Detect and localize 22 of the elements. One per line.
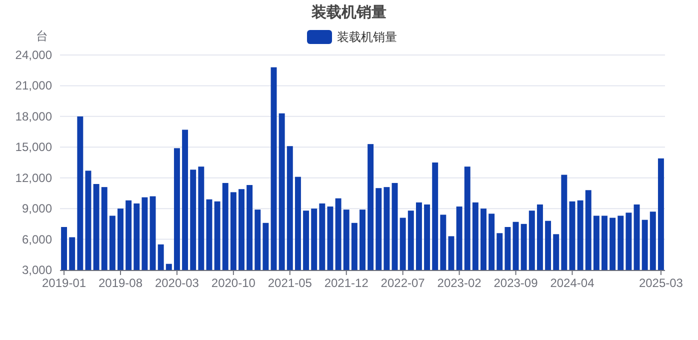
x-tick-label: 2022-07: [380, 276, 426, 290]
y-tick-label: 15,000: [15, 140, 52, 154]
y-tick-label: 6,000: [22, 232, 52, 246]
y-tick-label: 3,000: [22, 263, 52, 277]
x-tick-label: 2025-03: [638, 276, 684, 290]
y-tick-label: 9,000: [22, 202, 52, 216]
x-tick-label: 2021-05: [268, 276, 312, 290]
y-tick-label: 18,000: [15, 109, 52, 124]
x-tick-label: 2023-02: [437, 276, 482, 290]
x-tick-label: 2023-09: [494, 276, 538, 290]
legend-label: 装载机销量: [337, 30, 397, 44]
x-tick-label: 2020-10: [211, 276, 256, 290]
y-axis-title: 台: [36, 29, 48, 43]
y-tick-label: 24,000: [15, 48, 52, 62]
chart-title: 装载机销量: [310, 4, 386, 21]
x-tick-label: 2019-08: [98, 276, 143, 290]
y-tick-label: 12,000: [15, 170, 52, 185]
y-tick-label: 21,000: [15, 78, 52, 93]
x-tick-label: 2019-01: [42, 276, 86, 290]
x-tick-label: 2021-12: [324, 276, 369, 290]
x-tick-label: 2024-04: [550, 276, 595, 290]
x-tick-label: 2020-03: [154, 276, 200, 290]
